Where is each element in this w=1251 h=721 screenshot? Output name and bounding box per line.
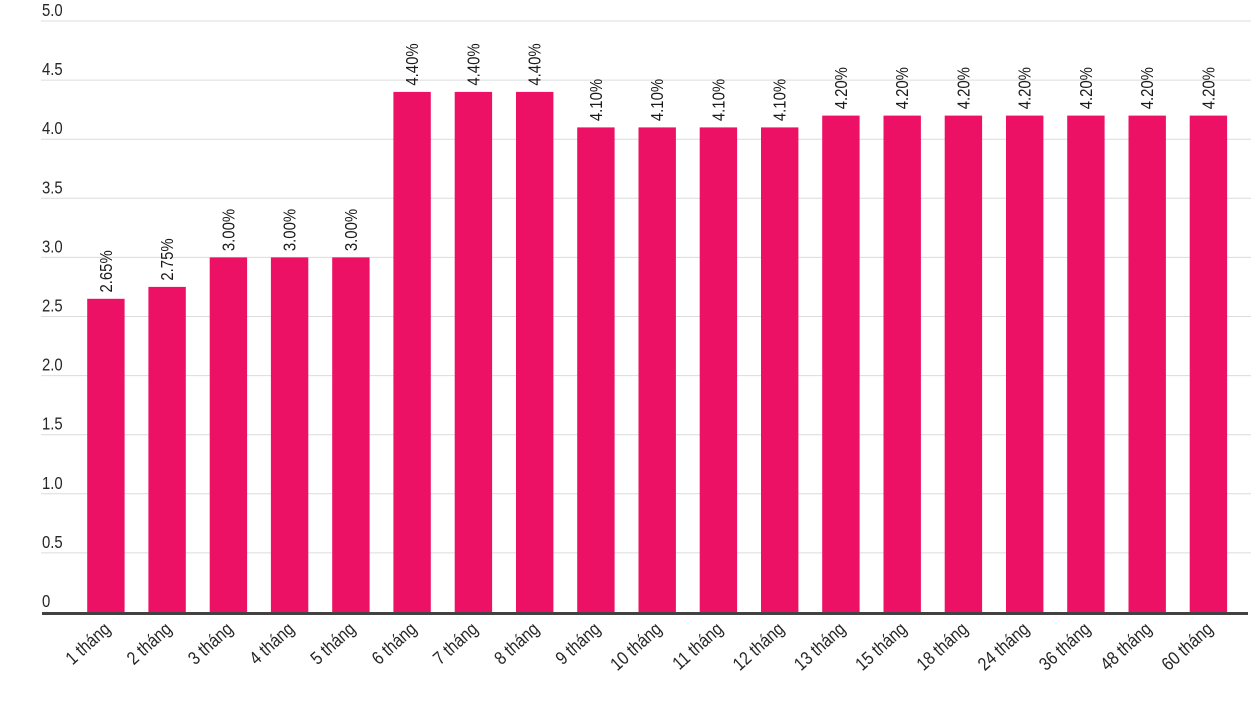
svg-text:2.75%: 2.75% [158, 238, 177, 280]
svg-text:4.20%: 4.20% [1199, 67, 1218, 109]
svg-text:1.0: 1.0 [42, 474, 63, 493]
svg-text:4.40%: 4.40% [403, 43, 422, 85]
svg-text:4.20%: 4.20% [1077, 67, 1096, 109]
svg-text:3.5: 3.5 [42, 178, 63, 197]
svg-text:4.20%: 4.20% [893, 67, 912, 109]
svg-text:4.40%: 4.40% [525, 43, 544, 85]
svg-text:3.0: 3.0 [42, 237, 63, 256]
svg-text:4.20%: 4.20% [954, 67, 973, 109]
svg-text:2.0: 2.0 [42, 356, 63, 375]
svg-text:4.40%: 4.40% [464, 43, 483, 85]
svg-text:2.65%: 2.65% [97, 250, 116, 292]
svg-text:3.00%: 3.00% [219, 209, 238, 251]
svg-text:1.5: 1.5 [42, 415, 63, 434]
svg-text:5.0: 5.0 [42, 1, 63, 20]
svg-text:4.5: 4.5 [42, 60, 63, 79]
svg-text:4.10%: 4.10% [648, 79, 667, 121]
svg-text:4.20%: 4.20% [1138, 67, 1157, 109]
svg-text:0: 0 [42, 592, 50, 611]
svg-text:4.0: 4.0 [42, 119, 63, 138]
svg-text:4.20%: 4.20% [1015, 67, 1034, 109]
svg-text:4.20%: 4.20% [832, 67, 851, 109]
svg-text:4.10%: 4.10% [770, 79, 789, 121]
svg-text:3.00%: 3.00% [280, 209, 299, 251]
svg-text:0.5: 0.5 [42, 533, 63, 552]
svg-text:2.5: 2.5 [42, 296, 63, 315]
svg-text:4.10%: 4.10% [709, 79, 728, 121]
svg-text:4.10%: 4.10% [587, 79, 606, 121]
svg-text:3.00%: 3.00% [342, 209, 361, 251]
